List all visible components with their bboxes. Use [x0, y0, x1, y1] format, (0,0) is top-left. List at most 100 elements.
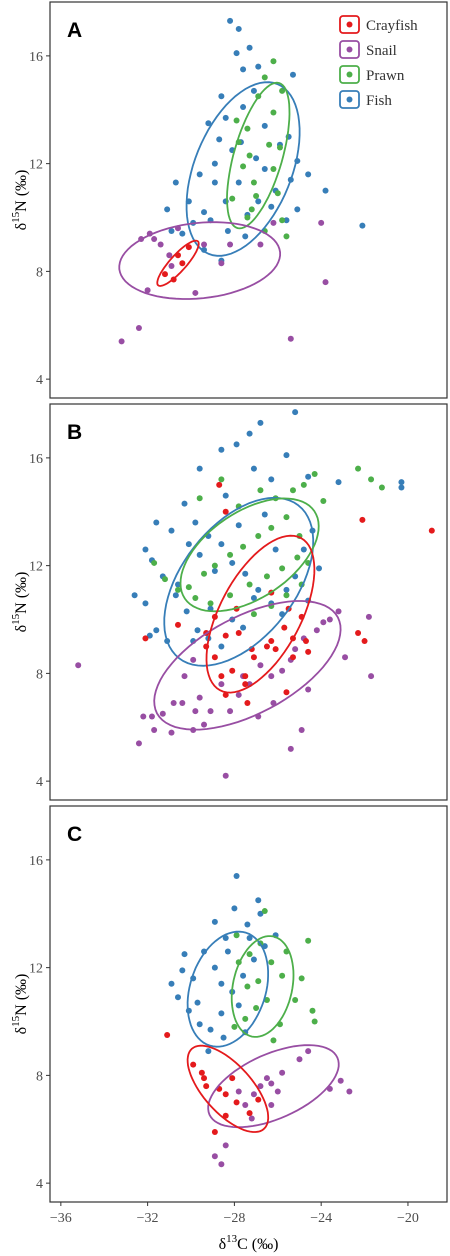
- fish-point: [255, 63, 262, 70]
- crayfish-point: [222, 508, 229, 515]
- prawn-point: [261, 74, 268, 81]
- y-tick-label: 16: [29, 452, 43, 467]
- prawn-point: [218, 476, 225, 483]
- plot-frame: [49, 403, 448, 801]
- prawn-point: [227, 551, 234, 558]
- y-tick-label: 4: [36, 775, 43, 790]
- prawn-point: [211, 562, 218, 569]
- fish-point: [168, 527, 175, 534]
- snail-point: [179, 700, 186, 707]
- snail-point: [342, 654, 349, 661]
- snail-point: [274, 1088, 281, 1095]
- snail-point: [192, 289, 199, 296]
- fish-point: [216, 136, 223, 143]
- crayfish-point: [359, 516, 366, 523]
- legend-label: Prawn: [366, 68, 405, 84]
- fish-point: [194, 627, 201, 634]
- snail-point: [326, 616, 333, 623]
- fish-point: [179, 967, 186, 974]
- prawn-point: [185, 584, 192, 591]
- prawn-point: [246, 581, 253, 588]
- prawn-point: [268, 959, 275, 966]
- crayfish-point: [255, 1096, 262, 1103]
- fish-point: [240, 104, 247, 111]
- prawn-point: [294, 554, 301, 561]
- fish-point: [289, 71, 296, 78]
- prawn-point: [257, 487, 264, 494]
- fish-point: [398, 484, 405, 491]
- snail-point: [140, 713, 147, 720]
- fish-point: [185, 541, 192, 548]
- snail-point: [222, 772, 229, 779]
- fish-point: [146, 632, 153, 639]
- fish-point: [153, 627, 160, 634]
- fish-point: [172, 592, 179, 599]
- prawn-point: [279, 87, 286, 94]
- crayfish-point: [361, 638, 368, 645]
- snail-point: [248, 1115, 255, 1122]
- fish-point: [205, 1048, 212, 1055]
- fish-point: [268, 476, 275, 483]
- fish-point: [316, 565, 323, 572]
- crayfish-point: [201, 1075, 208, 1082]
- snail-point: [207, 708, 214, 715]
- snail-point: [159, 710, 166, 717]
- prawn-point: [161, 576, 168, 583]
- fish-point: [222, 935, 229, 941]
- crayfish-ellipse: [156, 239, 200, 287]
- snail-point: [287, 335, 294, 342]
- y-axis-title: δ15N (‰): [10, 974, 30, 1035]
- fish-point: [283, 586, 290, 593]
- crayfish-point: [142, 635, 149, 642]
- snail-point: [292, 646, 299, 653]
- prawn-point: [246, 152, 253, 159]
- prawn-point: [244, 983, 251, 990]
- snail-ellipse: [207, 1044, 340, 1129]
- x-tick-label: −24: [310, 1211, 332, 1226]
- fish-point: [218, 446, 225, 453]
- prawn-point: [244, 214, 251, 221]
- fish-point: [233, 50, 240, 57]
- plot-frame: [49, 805, 448, 1203]
- panel-letter: B: [67, 421, 82, 444]
- panel-letter: A: [67, 19, 82, 42]
- fish-point: [305, 473, 312, 480]
- crayfish-point: [268, 638, 275, 645]
- snail-point: [268, 1080, 275, 1087]
- fish-point: [218, 541, 225, 548]
- snail-point: [168, 263, 175, 269]
- fish-point: [196, 465, 203, 472]
- fish-point: [255, 586, 262, 593]
- fish-point: [211, 918, 218, 925]
- prawn-point: [378, 484, 385, 491]
- legend-label: Fish: [366, 93, 392, 109]
- fish-point: [242, 233, 249, 240]
- prawn-point: [201, 570, 208, 577]
- fish-point: [222, 114, 229, 121]
- snail-point: [279, 1069, 286, 1076]
- prawn-point: [151, 559, 158, 566]
- fish-point: [250, 87, 257, 94]
- fish-point: [250, 465, 257, 472]
- crayfish-point: [174, 621, 181, 628]
- y-tick-label: 16: [29, 854, 43, 869]
- fish-point: [283, 452, 290, 459]
- snail-point: [313, 627, 320, 634]
- prawn-point: [253, 1005, 260, 1012]
- fish-point: [294, 206, 301, 213]
- snail-point: [151, 726, 158, 733]
- legend-key-dot: [346, 21, 353, 28]
- snail-ellipse: [153, 600, 342, 731]
- snail-point: [242, 1102, 249, 1109]
- crayfish-point: [198, 1069, 205, 1076]
- fish-point: [131, 592, 138, 599]
- fish-point: [196, 551, 203, 558]
- snail-point: [192, 708, 199, 715]
- prawn-point: [368, 476, 375, 483]
- prawn-point: [270, 166, 277, 173]
- prawn-point: [261, 908, 268, 915]
- fish-point: [196, 171, 203, 178]
- y-tick-label: 12: [29, 962, 43, 977]
- prawn-point: [248, 206, 255, 213]
- fish-ellipse: [163, 496, 315, 667]
